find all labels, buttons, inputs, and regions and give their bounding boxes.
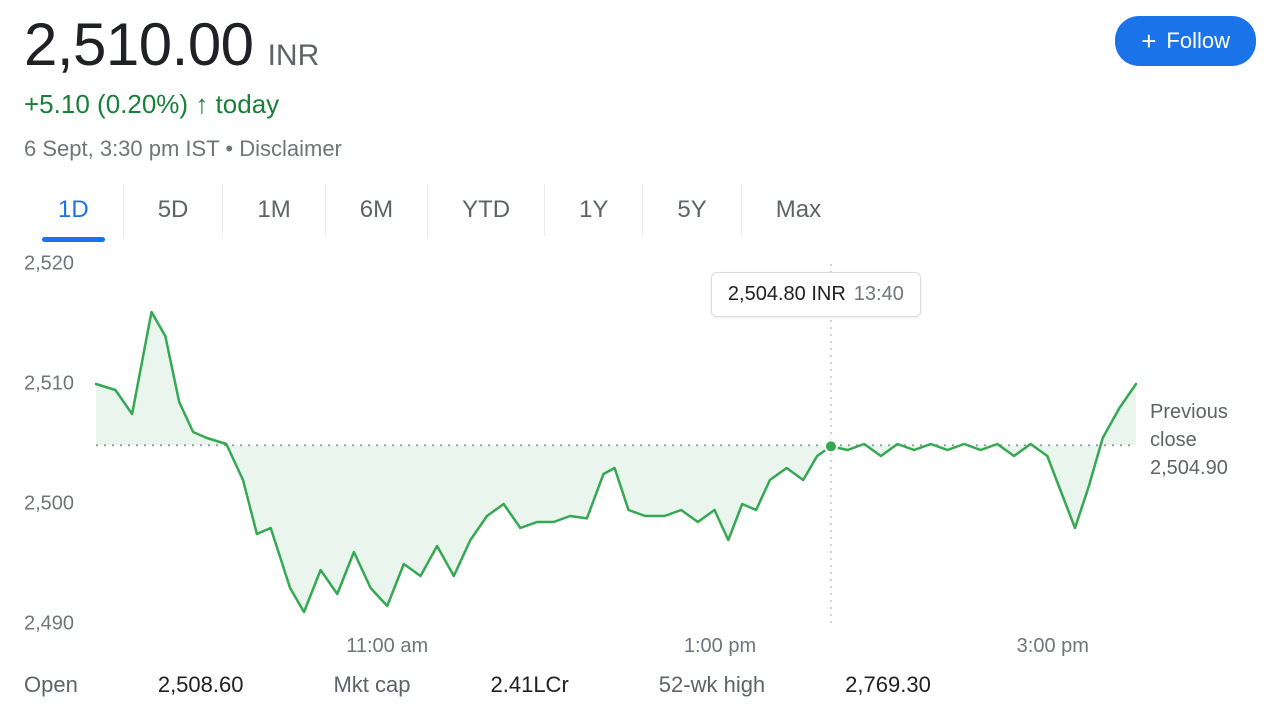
change-period: today xyxy=(216,89,280,119)
arrow-up-icon: ↑ xyxy=(195,89,208,120)
y-axis-label: 2,510 xyxy=(24,373,74,396)
meta-row: 6 Sept, 3:30 pm IST • Disclaimer xyxy=(24,136,342,162)
tab-max[interactable]: Max xyxy=(742,184,855,236)
tab-1y[interactable]: 1Y xyxy=(545,184,643,236)
timestamp: 6 Sept, 3:30 pm IST xyxy=(24,136,219,161)
price-change: +5.10 (0.20%) ↑ today xyxy=(24,89,342,120)
tooltip-time: 13:40 xyxy=(854,283,904,305)
meta-sep: • xyxy=(219,136,239,161)
tab-6m[interactable]: 6M xyxy=(326,184,428,236)
time-range-tabs: 1D5D1M6MYTD1Y5YMax xyxy=(24,184,1256,236)
y-axis-label: 2,520 xyxy=(24,253,74,276)
price-currency: INR xyxy=(268,39,320,73)
y-axis-label: 2,500 xyxy=(24,493,74,516)
chart-area[interactable]: 2,5202,5102,5002,49011:00 am1:00 pm3:00 … xyxy=(24,264,1256,624)
y-axis-label: 2,490 xyxy=(24,613,74,636)
change-abs: +5.10 xyxy=(24,89,90,119)
x-axis-label: 1:00 pm xyxy=(684,635,756,658)
tab-5y[interactable]: 5Y xyxy=(643,184,741,236)
tab-1d[interactable]: 1D xyxy=(24,184,124,236)
change-pct: (0.20%) xyxy=(97,89,188,119)
stat-label: Open xyxy=(24,672,78,698)
follow-button[interactable]: + Follow xyxy=(1115,16,1256,66)
tab-5d[interactable]: 5D xyxy=(124,184,224,236)
stat-label: Mkt cap xyxy=(333,672,410,698)
x-axis-label: 3:00 pm xyxy=(1017,635,1089,658)
disclaimer-link[interactable]: Disclaimer xyxy=(239,136,342,161)
stat-value: 2,769.30 xyxy=(845,672,931,698)
tab-ytd[interactable]: YTD xyxy=(428,184,545,236)
follow-label: Follow xyxy=(1166,28,1230,54)
stats-row: Open 2,508.60 Mkt cap 2.41LCr 52-wk high 2,76… xyxy=(24,672,1256,698)
tab-1m[interactable]: 1M xyxy=(223,184,325,236)
chart-tooltip: 2,504.80 INR 13:40 xyxy=(711,272,921,317)
stat-value: 2.41LCr xyxy=(491,672,569,698)
stat-value: 2,508.60 xyxy=(158,672,244,698)
price-block: 2,510.00 INR xyxy=(24,10,342,79)
x-axis-label: 11:00 am xyxy=(346,635,428,658)
previous-close-label: Previous close 2,504.90 xyxy=(1150,398,1256,482)
stat-label: 52-wk high xyxy=(659,672,765,698)
price-value: 2,510.00 xyxy=(24,10,254,79)
tooltip-value: 2,504.80 INR xyxy=(728,283,846,305)
plus-icon: + xyxy=(1141,28,1156,54)
